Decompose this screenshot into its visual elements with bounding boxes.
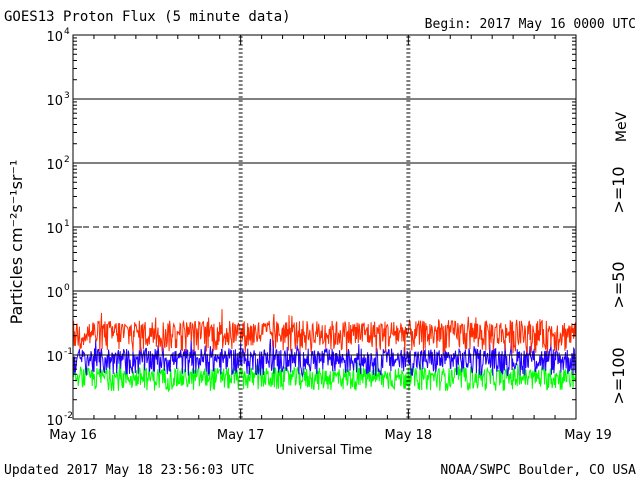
begin-time: Begin: 2017 May 16 0000 UTC xyxy=(425,17,636,32)
y-tick-exponent: -1 xyxy=(64,347,73,357)
y-tick-label: 10 2 xyxy=(46,155,69,173)
chart-title: GOES13 Proton Flux (5 minute data) xyxy=(4,9,291,25)
y-tick-label: 10 1 xyxy=(46,219,69,237)
y-tick-label: 10 -2 xyxy=(46,411,73,429)
y-tick-base: 10 xyxy=(46,350,63,365)
unit-label: MeV xyxy=(614,111,630,142)
y-tick-label: 10 4 xyxy=(46,27,70,45)
updated-time: Updated 2017 May 18 23:56:03 UTC xyxy=(4,463,254,478)
y-tick-base: 10 xyxy=(46,286,63,301)
y-tick-base: 10 xyxy=(46,158,63,173)
x-tick-label: May 16 xyxy=(49,428,97,443)
axis-ticks xyxy=(72,34,577,420)
y-tick-exponent: 4 xyxy=(64,27,70,37)
y-tick-exponent: 3 xyxy=(64,91,70,101)
x-axis-label: Universal Time xyxy=(276,443,373,458)
y-tick-exponent: 0 xyxy=(64,283,70,293)
y-tick-label: 10 3 xyxy=(46,91,69,109)
x-tick-label: May 17 xyxy=(217,428,265,443)
legend-gte50: >=50 xyxy=(609,261,628,308)
y-tick-exponent: 2 xyxy=(64,155,70,165)
y-axis-label: Particles cm⁻²s⁻¹sr⁻¹ xyxy=(7,160,26,325)
x-tick-labels: May 16 May 17 May 18 May 19 xyxy=(49,428,612,443)
day-markers xyxy=(238,36,411,418)
credit-text: NOAA/SWPC Boulder, CO USA xyxy=(440,463,636,478)
y-tick-exponent: -2 xyxy=(64,411,73,421)
y-tick-exponent: 1 xyxy=(64,219,70,229)
x-tick-label: May 19 xyxy=(564,428,612,443)
series-layer xyxy=(72,309,577,393)
y-tick-base: 10 xyxy=(46,30,63,45)
series-line-gte10 xyxy=(72,309,577,354)
x-tick-label: May 18 xyxy=(385,428,433,443)
y-tick-base: 10 xyxy=(46,414,63,429)
legend-gte10: >=10 xyxy=(609,166,628,213)
reference-lines xyxy=(73,98,576,356)
series-line-gte50 xyxy=(72,338,577,378)
y-tick-label: 10 0 xyxy=(46,283,70,301)
y-tick-base: 10 xyxy=(46,222,63,237)
y-tick-base: 10 xyxy=(46,94,63,109)
y-tick-label: 10 -1 xyxy=(46,347,73,365)
legend-gte100: >=100 xyxy=(609,347,628,404)
